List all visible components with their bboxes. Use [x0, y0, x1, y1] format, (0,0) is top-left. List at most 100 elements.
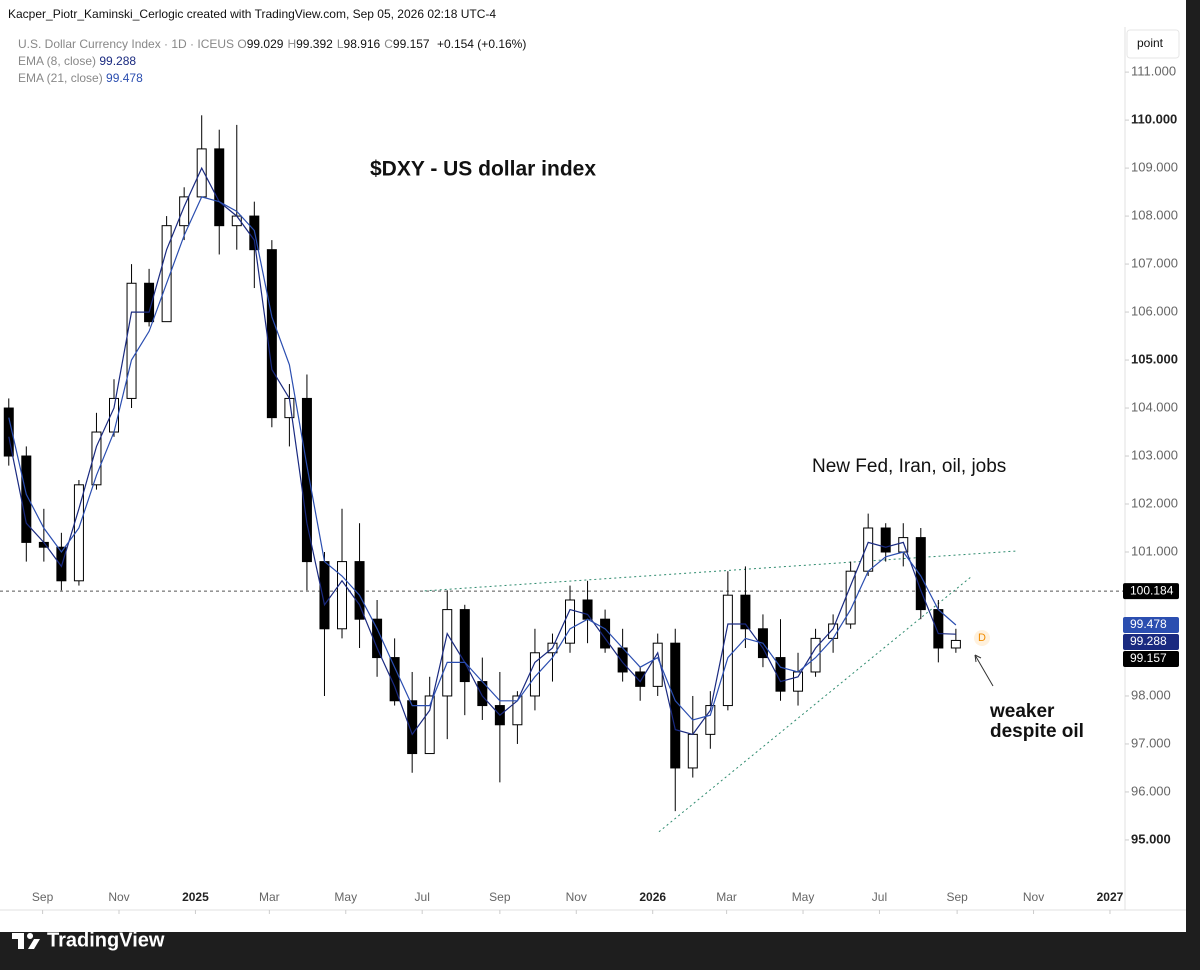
ohlc-label: C — [384, 37, 393, 51]
legend-name: EMA (21, close) — [18, 71, 103, 85]
candle-body — [56, 546, 67, 582]
header-text: Kacper_Piotr_Kaminski_Cerlogic created w… — [8, 7, 496, 21]
y-tick-label: 103.000 — [1131, 447, 1178, 462]
candle-body — [266, 249, 277, 419]
candle-body — [91, 431, 102, 486]
x-tick-label: Jul — [415, 890, 430, 904]
candle-body — [126, 282, 137, 399]
y-tick-label: 101.000 — [1131, 543, 1178, 558]
x-tick-label: Mar — [716, 890, 737, 904]
candle-body — [722, 594, 733, 707]
candle-body — [687, 733, 698, 769]
candle-body — [635, 671, 646, 687]
candle-body — [529, 652, 540, 697]
frame-edge — [1186, 0, 1200, 932]
price-tag-label: 100.184 — [1130, 583, 1174, 597]
x-tick-label: Nov — [1023, 890, 1044, 904]
x-tick-label: Sep — [489, 890, 511, 904]
ohlc-value: 98.916 — [343, 37, 381, 51]
chart-background — [0, 0, 1186, 932]
x-tick-label: May — [792, 890, 815, 904]
ohlc-label: O — [237, 37, 247, 51]
candle-body — [319, 561, 330, 630]
trend-line — [424, 550, 1017, 592]
candle-body — [372, 618, 383, 659]
scale-button-label[interactable]: point — [1137, 36, 1164, 50]
candle-body — [705, 705, 716, 735]
legend-value: 99.288 — [99, 54, 137, 68]
candle-body — [179, 196, 190, 227]
price-tag — [1123, 651, 1179, 668]
candle-body — [144, 282, 155, 323]
candle-body — [810, 637, 821, 673]
x-tick-label: Nov — [566, 890, 587, 904]
candle-body — [828, 623, 839, 639]
y-tick-label: 96.000 — [1131, 783, 1171, 798]
legend-ema8: EMA (8, close) 99.288 — [18, 54, 136, 68]
y-tick-label: 108.000 — [1131, 208, 1178, 223]
legend-name: EMA (8, close) — [18, 54, 97, 68]
annotation-arrow — [974, 654, 994, 687]
legend-symbol-row: U.S. Dollar Currency Index · 1D · ICEUS … — [18, 37, 526, 51]
ema-line — [8, 196, 957, 721]
candle-body — [775, 657, 786, 692]
candle-body — [337, 561, 348, 630]
candle-body — [512, 695, 523, 726]
y-tick-label: 104.000 — [1131, 399, 1178, 414]
annotation: despite oil — [990, 721, 1084, 742]
chart-title: $DXY - US dollar index — [370, 158, 596, 181]
y-tick-label: 102.000 — [1131, 495, 1178, 510]
candle-body — [915, 537, 926, 611]
candle-body — [73, 484, 84, 582]
brand-name: TradingView — [47, 929, 165, 951]
legend-value: 99.478 — [106, 71, 143, 85]
x-tick-label: Nov — [108, 890, 129, 904]
ohlc-label: H — [287, 37, 297, 51]
candle-body — [459, 609, 470, 683]
candle-body — [793, 671, 804, 692]
candle-body — [652, 642, 663, 687]
y-tick-label: 105.000 — [1131, 351, 1178, 366]
price-tag-label: 99.157 — [1130, 651, 1167, 665]
y-tick-label: 109.000 — [1131, 160, 1178, 175]
candle-body — [424, 695, 435, 755]
candle-body — [214, 148, 225, 227]
candle-body — [880, 527, 891, 553]
x-tick-label: Sep — [32, 890, 54, 904]
x-tick-label: 2027 — [1097, 890, 1124, 904]
ohlc-label: L — [336, 37, 344, 51]
footer-bar — [0, 932, 1200, 970]
y-tick-label: 97.000 — [1131, 735, 1171, 750]
trend-line — [658, 576, 972, 833]
x-tick-label: Mar — [259, 890, 280, 904]
price-tag-label: 99.478 — [1130, 617, 1167, 631]
candle-body — [161, 225, 172, 323]
candle-body — [3, 407, 14, 457]
y-tick-label: 98.000 — [1131, 687, 1171, 702]
scale-button[interactable] — [1126, 29, 1180, 59]
annotation: weaker — [989, 701, 1055, 722]
x-tick-label: May — [334, 890, 357, 904]
candle-body — [442, 609, 453, 697]
x-tick-label: Jul — [872, 890, 887, 904]
event-marker[interactable] — [974, 630, 990, 646]
candle-body — [354, 561, 365, 620]
price-tag — [1123, 634, 1179, 651]
price-tag — [1123, 617, 1179, 634]
price-tag — [1123, 583, 1179, 600]
ohlc-value: 99.157 — [392, 37, 430, 51]
candle-body — [565, 599, 576, 644]
annotation: New Fed, Iran, oil, jobs — [812, 456, 1006, 477]
annotation-arrowhead — [974, 654, 982, 663]
candle-body — [670, 642, 681, 769]
ohlc-value: 99.392 — [296, 37, 333, 51]
x-tick-label: 2026 — [639, 890, 666, 904]
y-tick-label: 95.000 — [1131, 831, 1171, 846]
candle-body — [301, 397, 312, 563]
legend-ema21: EMA (21, close) 99.478 — [18, 71, 143, 85]
event-marker-label[interactable]: D — [978, 632, 986, 644]
y-tick-label: 106.000 — [1131, 303, 1178, 318]
candle-body — [950, 639, 961, 649]
